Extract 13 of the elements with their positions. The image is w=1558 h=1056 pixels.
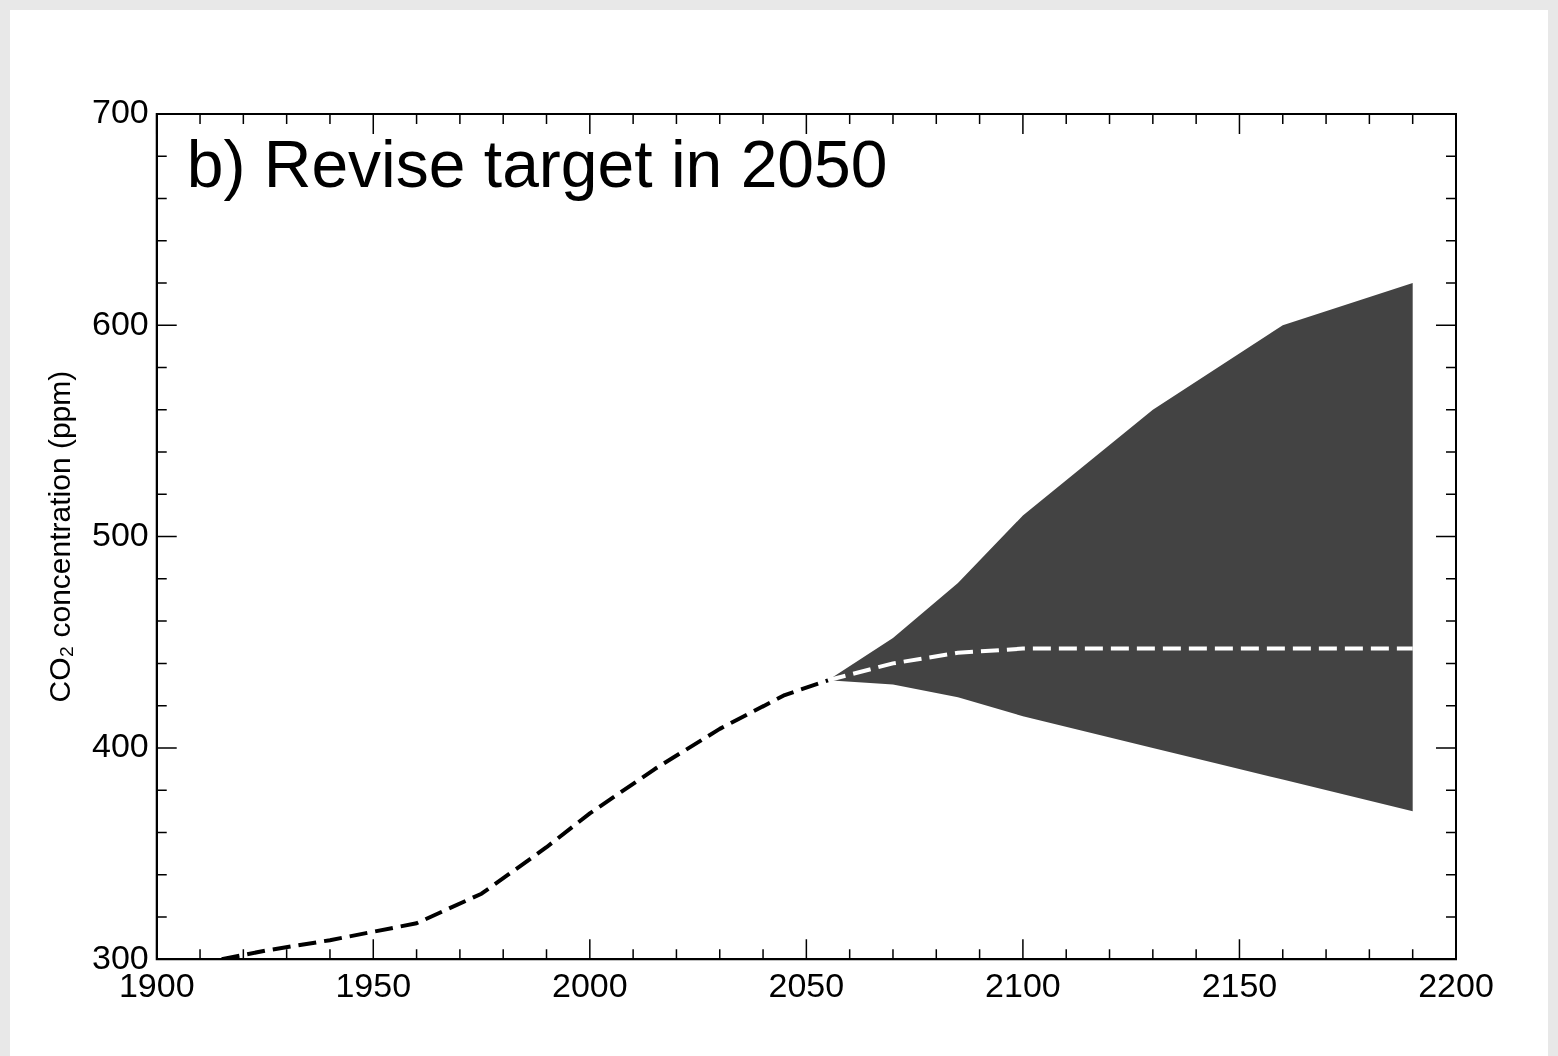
x-tick-label: 2200 xyxy=(1418,965,1494,1004)
y-tick-label: 700 xyxy=(91,92,149,131)
line-series xyxy=(826,646,1415,683)
x-tick-label: 2050 xyxy=(768,965,845,1004)
x-tick-label: 1950 xyxy=(335,965,412,1004)
y-tick-label: 400 xyxy=(91,726,149,765)
chart-title: b) Revise target in 2050 xyxy=(186,127,888,202)
y-tick-label: 600 xyxy=(91,303,149,342)
x-tick-label: 2150 xyxy=(1201,965,1278,1004)
y-tick-label: 500 xyxy=(91,514,149,553)
x-tick-label: 2100 xyxy=(985,965,1061,1004)
x-tick-label: 2000 xyxy=(552,965,628,1004)
y-axis-title: CO₂ concentration (ppm) xyxy=(43,370,77,703)
